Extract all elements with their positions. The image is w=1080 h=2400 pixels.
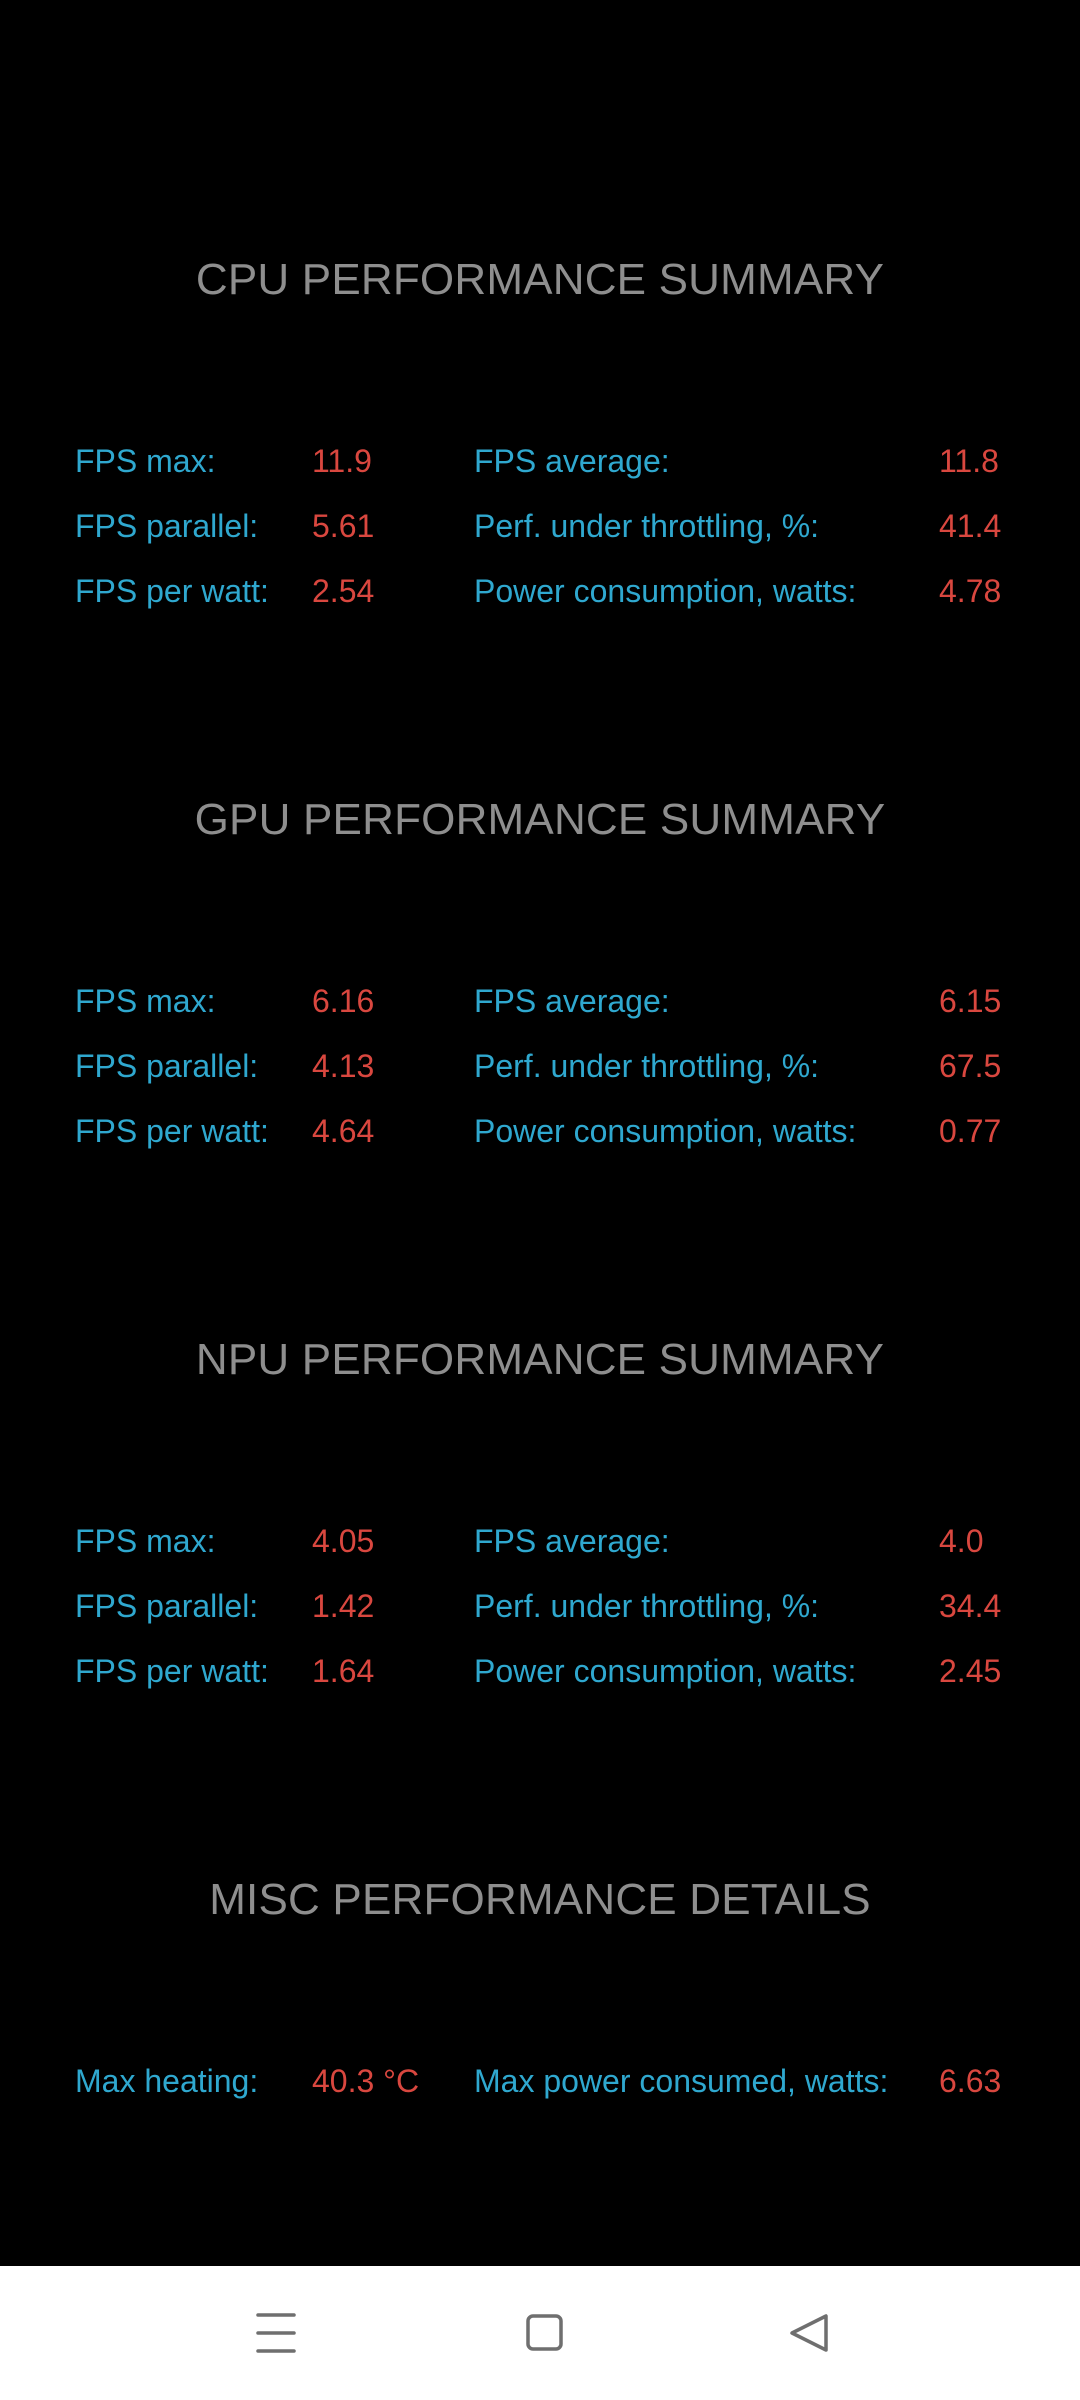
stat-row: FPS max: 4.05 FPS average: 4.0 xyxy=(0,1515,1080,1567)
stat-row: FPS parallel: 5.61 Perf. under throttlin… xyxy=(0,500,1080,552)
stat-label: Perf. under throttling, %: xyxy=(474,508,820,544)
stat-row: FPS per watt: 4.64 Power consumption, wa… xyxy=(0,1105,1080,1157)
menu-icon xyxy=(256,2313,296,2353)
stat-label: Max heating: xyxy=(75,2063,259,2099)
stat-value: 5.61 xyxy=(312,508,375,544)
stat-row: FPS per watt: 2.54 Power consumption, wa… xyxy=(0,565,1080,617)
back-button[interactable] xyxy=(766,2289,854,2377)
stat-label: Perf. under throttling, %: xyxy=(474,1048,820,1084)
stat-value: 4.05 xyxy=(312,1523,375,1559)
stat-label: FPS per watt: xyxy=(75,573,269,609)
back-triangle-icon xyxy=(790,2314,828,2352)
stat-label: FPS per watt: xyxy=(75,1113,269,1149)
stat-label: FPS average: xyxy=(474,1523,670,1559)
stat-value: 2.45 xyxy=(939,1653,1002,1689)
stat-row: FPS max: 11.9 FPS average: 11.8 xyxy=(0,435,1080,487)
stat-label: FPS per watt: xyxy=(75,1653,269,1689)
stat-label: Max power consumed, watts: xyxy=(474,2063,889,2099)
stat-label: FPS parallel: xyxy=(75,1048,259,1084)
stat-value: 4.0 xyxy=(939,1523,984,1559)
stat-value: 40.3 °C xyxy=(312,2063,420,2099)
stat-value: 4.13 xyxy=(312,1048,375,1084)
stat-label: Power consumption, watts: xyxy=(474,1653,857,1689)
stat-row: FPS per watt: 1.64 Power consumption, wa… xyxy=(0,1645,1080,1697)
stat-label: FPS parallel: xyxy=(75,508,259,544)
stat-label: FPS max: xyxy=(75,983,216,1019)
stat-value: 2.54 xyxy=(312,573,375,609)
section-title: MISC PERFORMANCE DETAILS xyxy=(209,1875,871,1924)
section-title: GPU PERFORMANCE SUMMARY xyxy=(194,795,886,844)
section-title: NPU PERFORMANCE SUMMARY xyxy=(195,1335,885,1384)
stat-label: FPS average: xyxy=(474,983,670,1019)
stat-label: FPS max: xyxy=(75,1523,216,1559)
stat-value: 6.63 xyxy=(939,2063,1002,2099)
section-title: CPU PERFORMANCE SUMMARY xyxy=(195,255,885,304)
stat-label: Perf. under throttling, %: xyxy=(474,1588,820,1624)
stat-row: FPS max: 6.16 FPS average: 6.15 xyxy=(0,975,1080,1027)
home-button[interactable] xyxy=(500,2289,588,2377)
stat-value: 4.64 xyxy=(312,1113,375,1149)
stat-value: 4.78 xyxy=(939,573,1002,609)
performance-summary-screen: CPU PERFORMANCE SUMMARY FPS max: 11.9 FP… xyxy=(0,255,1080,2107)
stat-value: 0.77 xyxy=(939,1113,1002,1149)
stat-row: FPS parallel: 1.42 Perf. under throttlin… xyxy=(0,1580,1080,1632)
stat-label: FPS parallel: xyxy=(75,1588,259,1624)
system-navigation-bar xyxy=(0,2266,1080,2400)
stat-label: Power consumption, watts: xyxy=(474,573,857,609)
stat-value: 41.4 xyxy=(939,508,1002,544)
stat-label: FPS average: xyxy=(474,443,670,479)
stat-row: FPS parallel: 4.13 Perf. under throttlin… xyxy=(0,1040,1080,1092)
stat-row: Max heating: 40.3 °C Max power consumed,… xyxy=(0,2055,1080,2107)
stat-value: 34.4 xyxy=(939,1588,1002,1624)
stat-value: 6.16 xyxy=(312,983,375,1019)
stat-value: 67.5 xyxy=(939,1048,1002,1084)
stat-label: Power consumption, watts: xyxy=(474,1113,857,1149)
stat-value: 11.8 xyxy=(939,443,999,479)
stat-value: 11.9 xyxy=(312,443,372,479)
stat-value: 6.15 xyxy=(939,983,1002,1019)
stat-label: FPS max: xyxy=(75,443,216,479)
stat-value: 1.42 xyxy=(312,1588,375,1624)
home-square-icon xyxy=(526,2314,563,2351)
stat-value: 1.64 xyxy=(312,1653,375,1689)
recent-apps-button[interactable] xyxy=(232,2289,320,2377)
